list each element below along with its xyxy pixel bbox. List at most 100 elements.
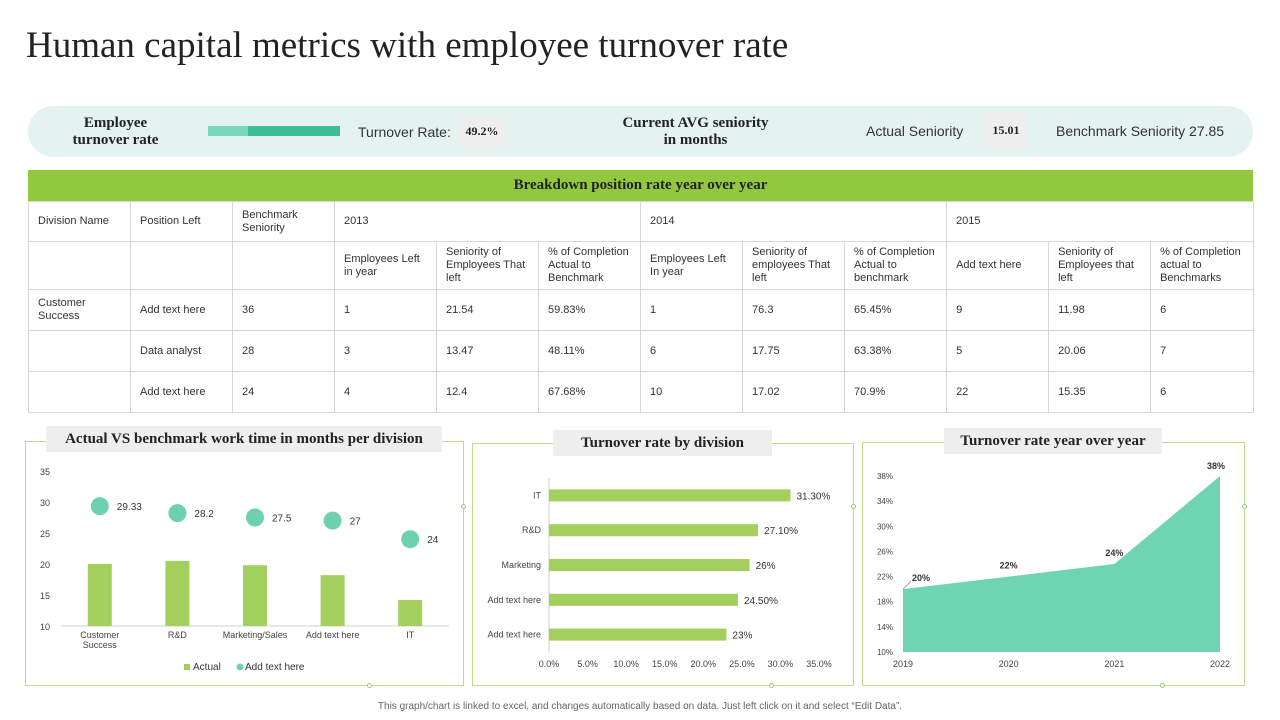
division-turnover-chart-panel: IT 31.30% R&D 27.10% Marketing 26% Add text he… xyxy=(472,443,854,686)
legend-swatch xyxy=(236,663,244,671)
yearly-turnover-chart-panel: 10% 14% 18% 22% 26% 30% 34% 38% 2019 2020 2021 2022… xyxy=(862,442,1245,686)
panel-handle xyxy=(1160,683,1165,688)
actual-seniority-label: Actual Seniority xyxy=(866,123,964,139)
legend-label: Actual xyxy=(193,662,221,673)
legend-swatch xyxy=(184,664,190,670)
table-cell: 20.06 xyxy=(1048,330,1152,372)
y-tick-label: IT xyxy=(533,490,542,500)
y-tick-label: 10 xyxy=(40,622,50,632)
x-tick-label: 0.0% xyxy=(539,659,560,669)
data-label: 24 xyxy=(427,535,439,546)
table-cell: 17.02 xyxy=(742,371,846,413)
scatter-point xyxy=(168,504,187,523)
scatter-point xyxy=(90,497,109,516)
table-cell xyxy=(28,371,131,413)
subcol: Seniority of employees That left xyxy=(742,241,846,290)
table-cell: 67.68% xyxy=(537,371,642,413)
y-tick-label: 34% xyxy=(877,497,893,506)
x-tick-label: 2021 xyxy=(1104,659,1124,669)
x-tick-label: 2020 xyxy=(999,659,1019,669)
data-label: 24.50% xyxy=(744,596,778,607)
x-tick-label: 2019 xyxy=(893,659,913,669)
data-label: 20% xyxy=(912,573,930,583)
table-header: Breakdown position rate year over year xyxy=(28,170,1253,201)
table-subheader-row: Employees Left in year Seniority of Empl… xyxy=(28,241,1255,290)
panel-handle xyxy=(367,683,372,688)
footnote: This graph/chart is linked to excel, and… xyxy=(377,701,903,712)
x-tick-label: 5.0% xyxy=(577,659,598,669)
turnover-progress-bar xyxy=(208,126,340,136)
col-year-1: 2013 xyxy=(333,201,642,242)
col-benchmark: Benchmark Seniority xyxy=(232,201,335,242)
y-tick-label: 26% xyxy=(877,547,893,556)
data-label: 27.10% xyxy=(764,526,798,537)
data-label: 26% xyxy=(756,561,776,572)
subcol: Employees Left in year xyxy=(334,241,437,290)
table-cell: 22 xyxy=(946,371,1050,413)
y-tick-label: 30% xyxy=(877,522,893,531)
scatter-point xyxy=(323,511,342,530)
turnover-label: Employee turnover rate xyxy=(72,115,159,148)
scatter-point xyxy=(246,508,264,527)
bar xyxy=(549,628,727,641)
col-year-3: 2015 xyxy=(946,201,1255,242)
y-tick-label: 38% xyxy=(877,472,893,481)
bar xyxy=(549,559,750,571)
subcol: % of Completion actual to Benchmarks xyxy=(1150,241,1255,290)
table-cell: 17.75 xyxy=(742,330,846,372)
table-cell: 10 xyxy=(640,371,744,413)
y-tick-label: 18% xyxy=(877,598,893,607)
subcol: Employees Left In year xyxy=(640,241,744,290)
table-cell: 1 xyxy=(334,289,437,331)
table-cell: 28 xyxy=(232,330,335,372)
table-cell: 76.3 xyxy=(742,289,846,331)
table-cell: Add text here xyxy=(130,289,233,331)
breakdown-table: Breakdown position rate year over year D… xyxy=(28,170,1255,413)
table-row: Data analyst 28 3 13.47 48.11% 6 17.75 6… xyxy=(28,330,1255,372)
table-cell xyxy=(28,241,131,290)
bar xyxy=(549,593,738,606)
division-turnover-chart-title: Turnover rate by division xyxy=(553,430,772,456)
x-tick-label: Add text here xyxy=(306,630,360,640)
bar xyxy=(320,575,345,626)
table-cell: 4 xyxy=(334,371,437,413)
turnover-rate-label: Turnover Rate: xyxy=(358,124,451,140)
data-label: 31.30% xyxy=(796,491,830,502)
yearly-turnover-chart: 10% 14% 18% 22% 26% 30% 34% 38% 2019 2020 2021 2022… xyxy=(877,461,1230,669)
panel-handle xyxy=(1242,504,1247,509)
x-tick-label: 25.0% xyxy=(729,659,755,669)
area-series xyxy=(903,476,1220,652)
x-tick-label: Customer xyxy=(80,630,119,640)
table-cell: Customer Success xyxy=(28,289,131,331)
table-cell: 21.54 xyxy=(436,289,539,331)
table-cell: 13.47 xyxy=(436,330,539,372)
table-cell: 6 xyxy=(1150,289,1255,331)
scatter-point xyxy=(401,530,420,549)
turnover-rate-value: 49.2% xyxy=(460,115,504,147)
x-tick-label: Success xyxy=(83,640,118,650)
subcol: % of Completion Actual to Benchmark xyxy=(537,241,642,290)
table-cell: 63.38% xyxy=(844,330,948,372)
actual-seniority-value: 15.01 xyxy=(984,112,1028,148)
table-cell: 6 xyxy=(640,330,744,372)
yearly-turnover-chart-title: Turnover rate year over year xyxy=(944,428,1162,454)
y-tick-label: Marketing xyxy=(501,560,541,570)
division-turnover-chart: IT 31.30% R&D 27.10% Marketing 26% Add text he… xyxy=(487,478,832,669)
table-cell: 59.83% xyxy=(537,289,642,331)
x-tick-label: IT xyxy=(406,630,415,640)
table-cell: 3 xyxy=(334,330,437,372)
table-cell: 24 xyxy=(232,371,335,413)
panel-handle xyxy=(461,504,466,509)
x-tick-label: 2022 xyxy=(1210,659,1230,669)
x-tick-label: 15.0% xyxy=(652,659,678,669)
table-row: Customer Success Add text here 36 1 21.5… xyxy=(28,289,1255,331)
y-tick-label: Add text here xyxy=(487,630,541,640)
bar xyxy=(243,565,267,626)
subcol: Add text here xyxy=(946,241,1050,290)
y-tick-label: Add text here xyxy=(487,595,541,605)
y-tick-label: 25 xyxy=(40,529,50,539)
table-cell xyxy=(28,330,131,372)
table-cell: 1 xyxy=(640,289,744,331)
col-year-2: 2014 xyxy=(640,201,948,242)
